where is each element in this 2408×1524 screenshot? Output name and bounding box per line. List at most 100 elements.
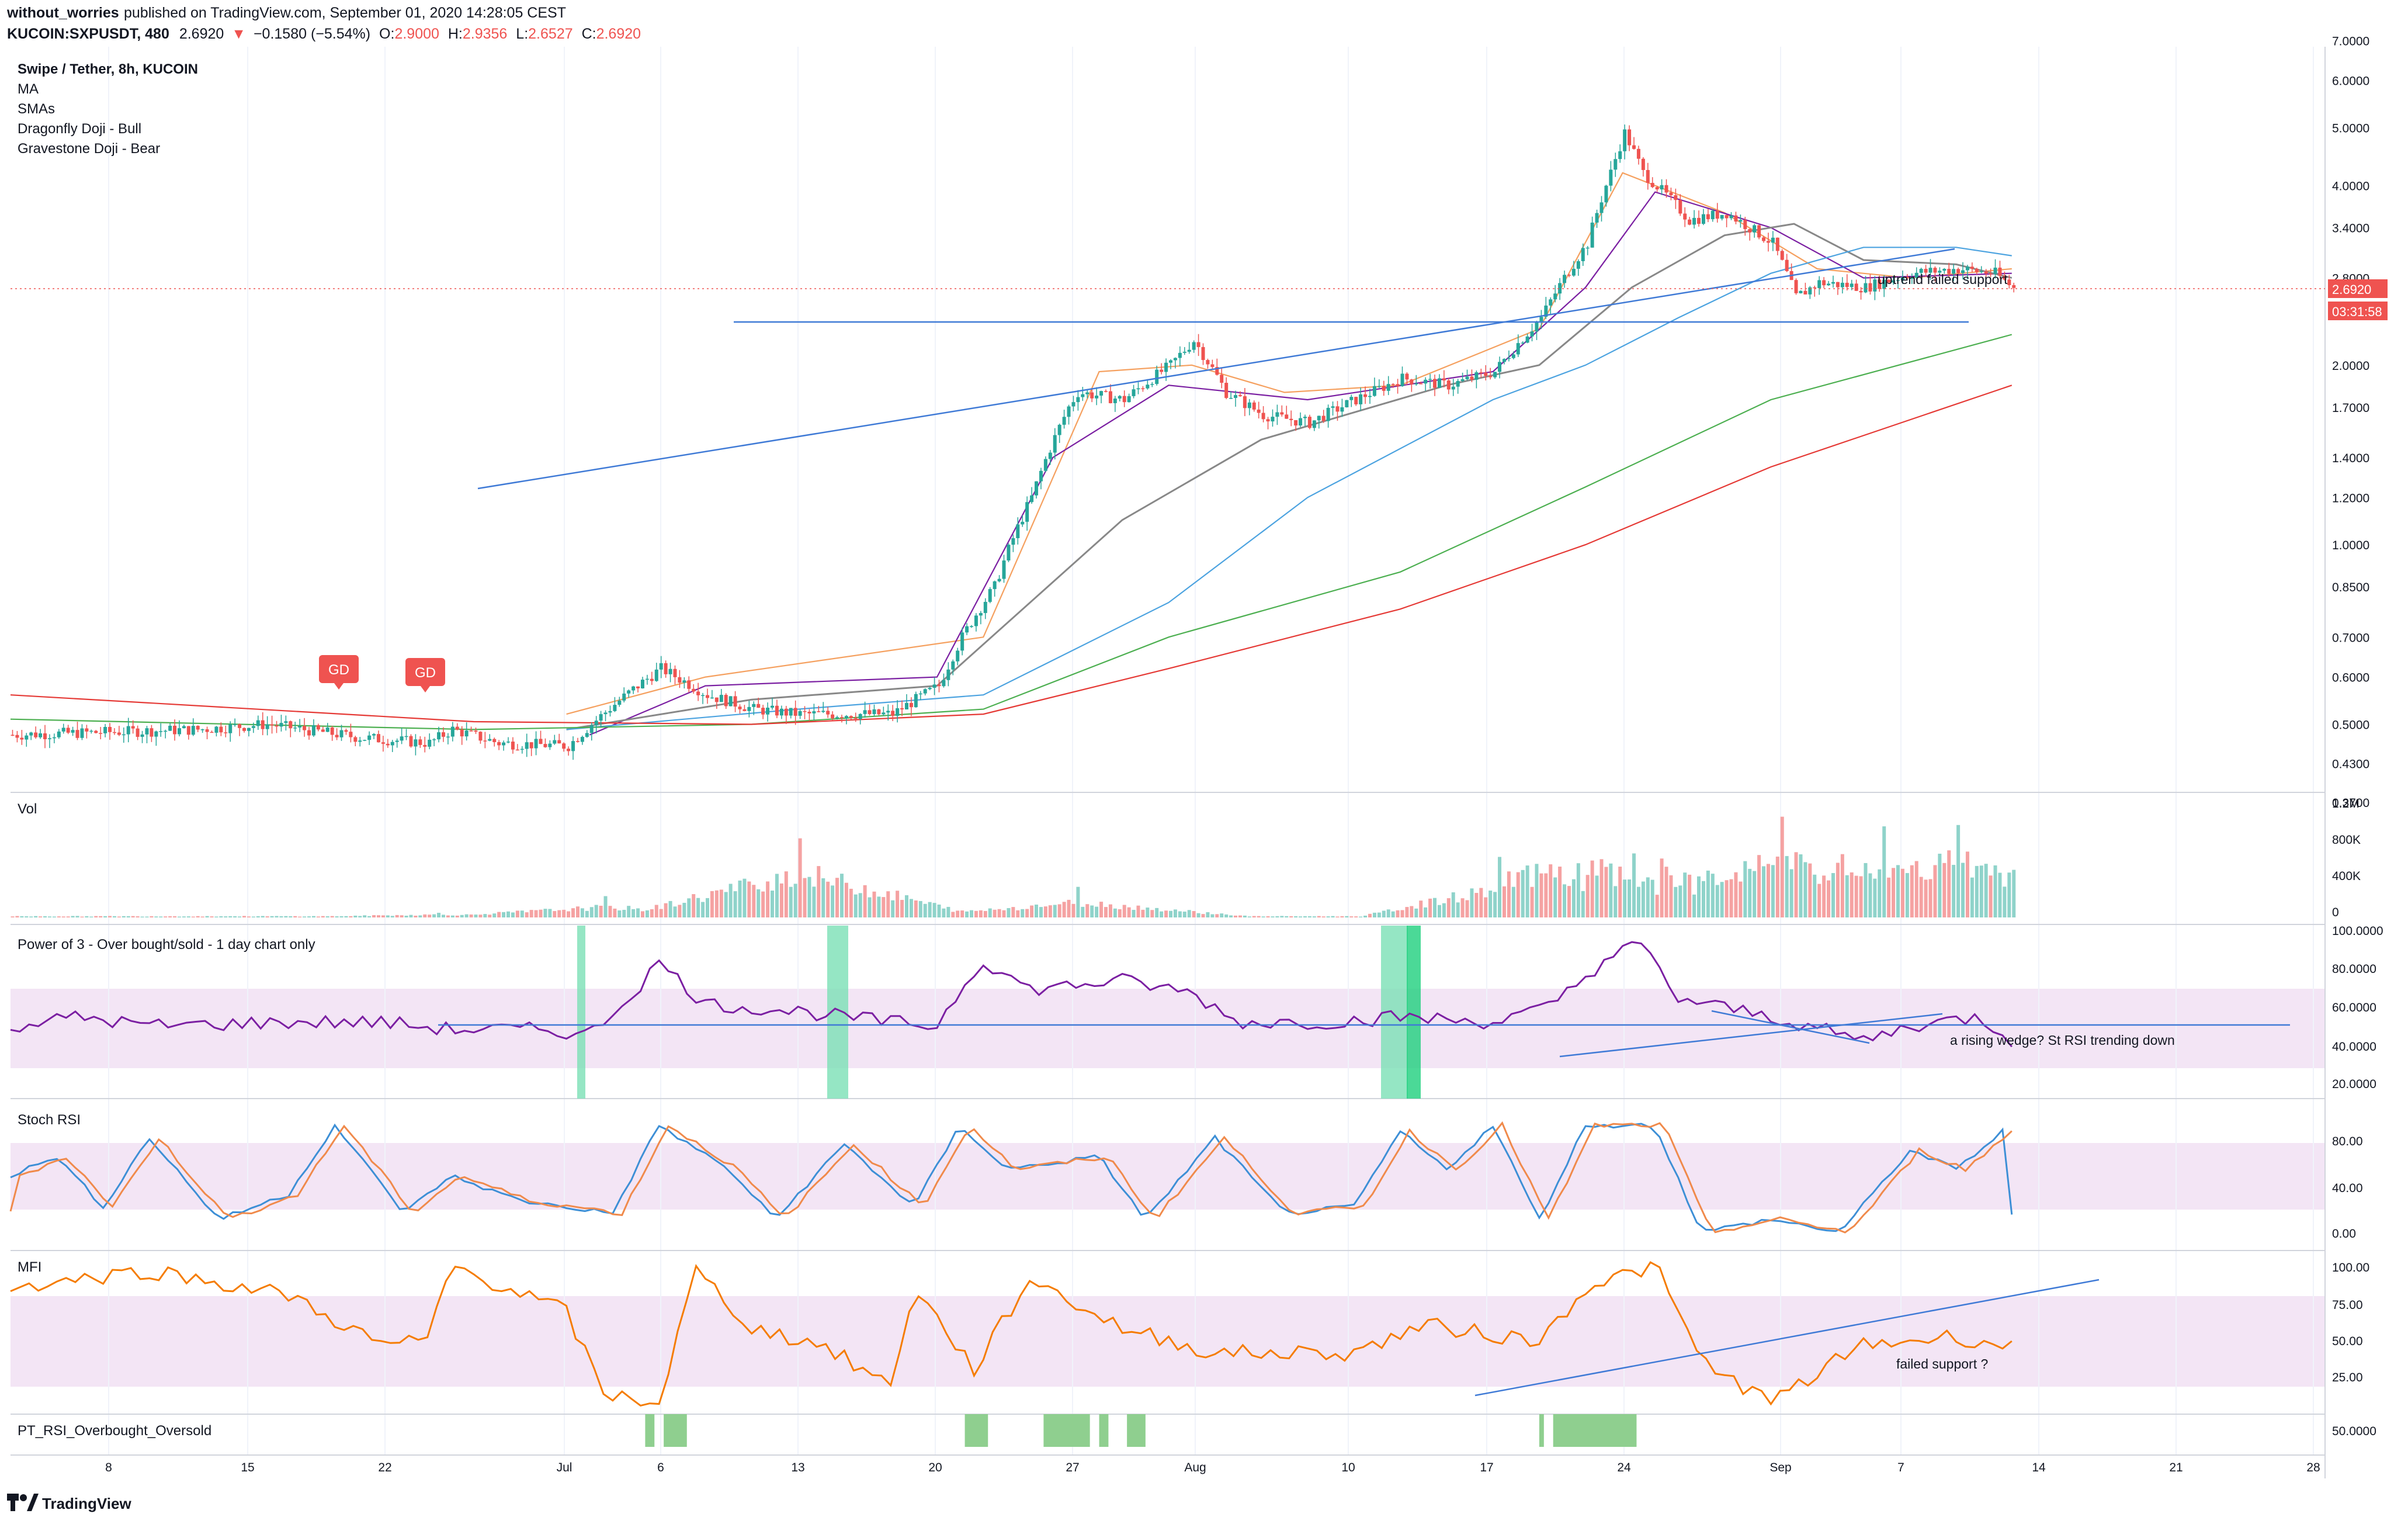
candle: [1354, 396, 1358, 406]
candle: [1048, 450, 1052, 465]
uptrend-annotation: uptrend failed support: [1878, 272, 2008, 287]
candle: [807, 709, 811, 721]
candle: [321, 726, 325, 732]
volume-bar: [1585, 875, 1590, 917]
volume-bar: [1372, 912, 1376, 917]
volume-bar: [1558, 867, 1562, 917]
candle: [891, 705, 895, 721]
candle: [1567, 273, 1571, 278]
candle: [1571, 261, 1576, 277]
volume-bar: [1989, 875, 1993, 917]
candle: [1701, 209, 1705, 226]
volume-bar: [1595, 875, 1599, 917]
candle: [1062, 410, 1066, 429]
volume-bar: [1636, 886, 1640, 917]
candle: [1757, 224, 1761, 240]
candle: [11, 729, 15, 736]
candle: [946, 662, 950, 687]
candle: [1493, 372, 1497, 379]
volume-bar: [543, 909, 547, 917]
candle: [1201, 343, 1205, 365]
volume-bar: [710, 891, 714, 917]
pt-zone: [645, 1414, 655, 1447]
volume-bar: [1646, 877, 1650, 917]
candle: [2003, 271, 2007, 281]
candle: [1456, 379, 1460, 394]
volume-bar: [1979, 865, 1983, 917]
candle: [1525, 333, 1529, 344]
volume-bar: [1762, 866, 1766, 917]
candle: [145, 726, 149, 743]
candle: [108, 723, 112, 740]
candle: [265, 716, 269, 736]
candle: [1155, 365, 1159, 386]
volume-bar: [1840, 854, 1844, 917]
candle: [1549, 297, 1553, 315]
candle: [1502, 358, 1506, 365]
volume-bar: [1280, 916, 1284, 917]
volume-bar: [200, 916, 204, 917]
volume-bar: [1674, 886, 1678, 917]
tradingview-logo[interactable]: TradingView: [7, 1494, 131, 1512]
candle: [1118, 395, 1122, 401]
candle: [1535, 320, 1539, 340]
volume-bar: [719, 889, 723, 917]
volume-bar: [1238, 915, 1242, 917]
volume-bar: [942, 908, 946, 917]
candle: [1016, 517, 1020, 545]
candle: [553, 735, 557, 745]
candle: [664, 660, 668, 678]
candle: [932, 677, 936, 695]
candle: [196, 725, 200, 732]
candle: [20, 730, 24, 745]
volume-bar: [289, 916, 293, 917]
volume-bar: [1993, 865, 1997, 917]
candle: [1655, 186, 1659, 192]
volume-bar: [1474, 893, 1479, 917]
volume-tick-label: 1.2M: [2332, 797, 2360, 811]
volume-bar: [1604, 867, 1608, 917]
author[interactable]: without_worries: [6, 5, 119, 21]
candle: [1030, 487, 1034, 504]
chart-legend[interactable]: Swipe / Tether, 8h, KUCOIN MA SMAs Drago…: [18, 61, 198, 157]
y-axis: 7.00006.00005.00004.00003.40002.80002.00…: [2332, 34, 2383, 1438]
mfi-support-line: [1474, 1279, 2100, 1397]
volume-bar: [1938, 853, 1942, 917]
volume-bar: [673, 906, 677, 917]
volume-bar: [1108, 904, 1112, 917]
volume-bar: [1400, 910, 1404, 917]
candle: [863, 701, 867, 718]
candle: [599, 711, 603, 728]
volume-bar: [896, 891, 900, 917]
volume-bar: [594, 905, 598, 917]
trend-lines[interactable]: [438, 248, 2290, 1397]
candle: [1095, 387, 1099, 406]
volume-bar: [1095, 906, 1099, 917]
volume-bar: [909, 899, 913, 917]
candle: [714, 697, 719, 709]
candle: [1961, 262, 1965, 280]
candle: [1437, 374, 1441, 389]
candle: [1674, 188, 1678, 209]
candle: [1127, 393, 1131, 403]
candle: [1146, 379, 1150, 390]
candle: [1122, 390, 1126, 407]
svg-text:TradingView: TradingView: [42, 1495, 131, 1512]
volume-bar: [1011, 907, 1015, 917]
candle: [57, 729, 61, 739]
candle: [1794, 278, 1798, 295]
volume-bar: [1511, 886, 1515, 917]
pt-pane-title: PT_RSI_Overbought_Oversold: [18, 1423, 211, 1439]
volume-bar: [1892, 868, 1896, 917]
gravestone-doji-marker[interactable]: GD: [405, 658, 445, 692]
candle: [450, 722, 454, 742]
volume-bar: [381, 915, 385, 917]
candle: [1868, 274, 1872, 295]
gravestone-doji-marker[interactable]: GD: [319, 655, 359, 690]
volume-bar: [1118, 909, 1122, 917]
candle: [205, 726, 209, 740]
volume-bar: [678, 905, 682, 917]
volume-bar: [645, 910, 649, 917]
volume-bar: [1266, 916, 1270, 917]
